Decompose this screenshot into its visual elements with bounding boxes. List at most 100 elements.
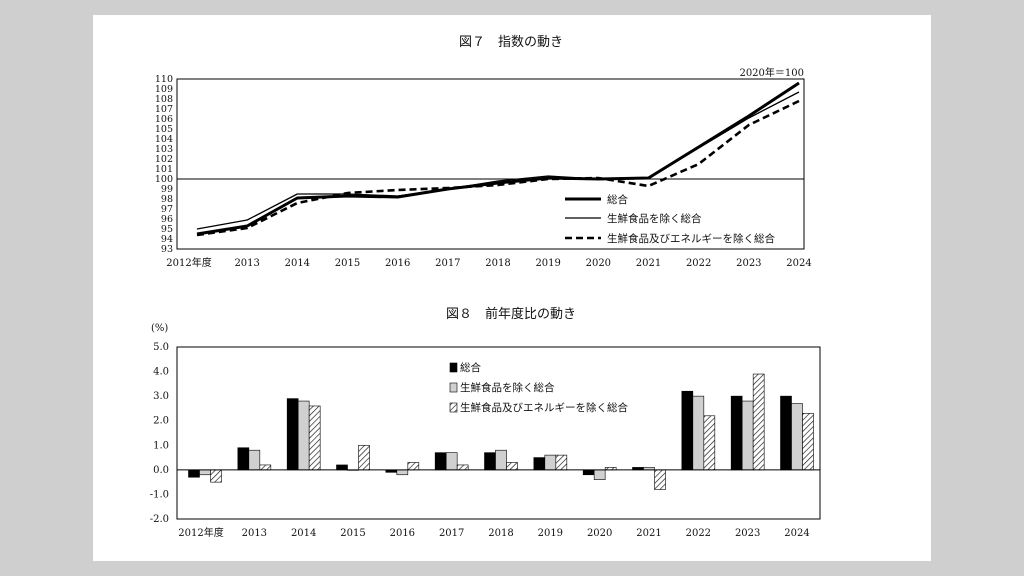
line-y-tick-label: 98 — [161, 194, 173, 205]
bar-series1-7 — [533, 457, 546, 471]
bar-y-tick-label: 0.0 — [153, 465, 169, 476]
line-series-2 — [196, 91, 800, 230]
line-y-tick-label: 110 — [155, 74, 173, 85]
line-x-tick-label: 2016 — [385, 258, 410, 269]
bar-series3-12 — [802, 413, 814, 471]
bar-series1-1 — [237, 447, 250, 471]
line-x-tick-label: 2013 — [234, 258, 259, 269]
bar-legend-label-3: 生鮮食品及びエネルギーを除く総合 — [460, 401, 628, 414]
line-y-tick-label: 100 — [155, 174, 173, 185]
line-x-tick-label: 2014 — [285, 258, 310, 269]
bar-series2-10 — [692, 395, 705, 471]
bar-y-tick-label: 1.0 — [153, 440, 169, 451]
line-plot-frame — [176, 78, 805, 250]
bar-x-tick-label: 2023 — [735, 528, 760, 539]
bar-x-tick-label: 2020 — [587, 528, 612, 539]
bar-y-tick-label: -2.0 — [150, 514, 169, 525]
line-y-tick-label: 105 — [155, 124, 173, 135]
bar-chart-title: 図８ 前年度比の動き — [446, 306, 576, 322]
line-x-tick-label: 2015 — [335, 258, 360, 269]
bar-x-tick-label: 2017 — [439, 528, 464, 539]
bar-y-tick-label: 5.0 — [153, 342, 169, 353]
line-x-tick-label: 2022 — [686, 258, 711, 269]
bar-x-tick-label: 2015 — [340, 528, 365, 539]
line-y-tick-label: 103 — [155, 144, 173, 155]
bar-legend-label-1: 総合 — [460, 361, 481, 374]
bar-series3-2 — [308, 405, 321, 471]
line-y-tick-label: 93 — [161, 244, 173, 255]
line-x-tick-label: 2012年度 — [166, 256, 211, 269]
bar-y-tick-label: 3.0 — [153, 391, 169, 402]
bar-x-tick-label: 2019 — [538, 528, 563, 539]
bar-x-tick-label: 2024 — [784, 528, 809, 539]
bar-chart: 図８ 前年度比の動き (%) 5.0 4.0 3.0 2.0 1.0 0.0 -1.0 -2.… — [150, 306, 821, 539]
bar-series2-6 — [495, 449, 507, 471]
report-page: 図７ 指数の動き 2020年＝100 93 94 95 96 97 98 99 100 101 1… — [93, 15, 931, 561]
line-legend-label-1: 総合 — [607, 193, 628, 206]
bar-x-tick-label: 2022 — [686, 528, 711, 539]
line-series-3 — [196, 99, 800, 237]
bar-series2-12 — [791, 403, 803, 471]
line-y-tick-label: 99 — [161, 184, 173, 195]
line-y-tick-label: 94 — [161, 234, 173, 245]
bar-x-tick-label: 2021 — [636, 528, 661, 539]
bar-series2-11 — [741, 400, 754, 471]
bar-series3-5 — [456, 464, 469, 471]
bar-series2-5 — [445, 452, 458, 471]
bar-series3-3 — [358, 444, 370, 471]
line-series-1 — [196, 81, 800, 236]
line-y-tick-label: 104 — [155, 134, 173, 145]
line-y-tick-label: 109 — [155, 84, 173, 95]
bar-series3-7 — [555, 454, 568, 471]
line-y-tick-label: 108 — [155, 94, 173, 105]
bar-series1-12 — [780, 395, 792, 471]
bar-series1-10 — [681, 390, 694, 471]
bar-legend-swatch-2 — [449, 382, 458, 393]
bar-series2-0 — [199, 469, 211, 476]
bar-series3-0 — [210, 469, 222, 483]
line-chart-base-note: 2020年＝100 — [739, 66, 804, 79]
bar-series3-9 — [654, 469, 666, 490]
line-legend-label-3: 生鮮食品及びエネルギーを除く総合 — [607, 232, 775, 245]
line-y-tick-label: 96 — [161, 214, 173, 225]
bar-series3-11 — [752, 373, 765, 471]
bar-chart-unit-label: (%) — [151, 323, 168, 334]
bar-legend-label-2: 生鮮食品を除く総合 — [460, 381, 555, 394]
line-legend-label-2: 生鮮食品を除く総合 — [607, 212, 702, 225]
line-x-tick-label: 2024 — [786, 258, 811, 269]
line-y-tick-label: 102 — [155, 154, 173, 165]
bar-series2-1 — [248, 449, 261, 471]
line-x-tick-label: 2021 — [636, 258, 661, 269]
line-x-tick-label: 2019 — [535, 258, 560, 269]
bar-series3-1 — [259, 464, 272, 471]
line-y-tick-label: 106 — [155, 114, 173, 125]
bar-y-tick-label: 4.0 — [153, 367, 169, 378]
bar-x-tick-label: 2016 — [390, 528, 415, 539]
charts-canvas: 図７ 指数の動き 2020年＝100 939495969798991001011… — [150, 35, 821, 539]
bar-legend-swatch-3 — [449, 402, 458, 413]
line-y-tick-label: 101 — [155, 164, 173, 175]
bar-y-tick-label: 2.0 — [153, 416, 169, 427]
line-chart-title: 図７ 指数の動き — [459, 35, 563, 50]
bar-legend-swatch-1 — [449, 362, 458, 373]
bar-series1-2 — [286, 398, 299, 471]
bar-series1-8 — [582, 469, 595, 476]
line-x-tick-label: 2023 — [736, 258, 761, 269]
bar-x-tick-label: 2014 — [291, 528, 316, 539]
line-x-tick-label: 2018 — [485, 258, 510, 269]
bar-series2-4 — [396, 469, 409, 476]
line-chart: 図７ 指数の動き 2020年＝100 939495969798991001011… — [155, 35, 812, 269]
bar-series1-0 — [188, 469, 200, 478]
bar-x-tick-label: 2013 — [242, 528, 267, 539]
bar-series1-11 — [730, 395, 743, 471]
bar-y-tick-label: -1.0 — [150, 489, 169, 500]
bar-series2-8 — [593, 469, 606, 480]
line-y-tick-label: 97 — [161, 204, 173, 215]
bar-x-tick-label: 2018 — [488, 528, 513, 539]
bar-series2-2 — [297, 400, 310, 471]
line-x-tick-label: 2017 — [435, 258, 460, 269]
line-y-tick-label: 107 — [155, 104, 173, 115]
bar-plot-frame — [176, 346, 821, 520]
bar-series3-4 — [407, 462, 420, 471]
bar-series3-10 — [703, 415, 716, 471]
